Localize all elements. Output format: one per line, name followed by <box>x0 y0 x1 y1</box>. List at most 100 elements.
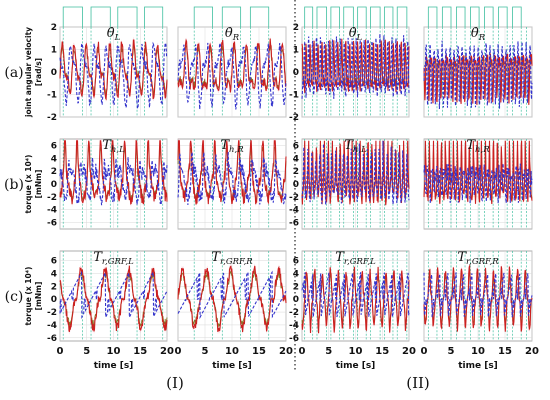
stance-indicator <box>221 6 242 27</box>
y-tick-label: 6 <box>293 141 299 151</box>
series-line-blue <box>177 270 287 320</box>
panel-0-0: -2 -1 0 1 2 θ̇L <box>47 6 168 123</box>
x-tick-label: 20 <box>525 346 539 357</box>
x-axis-title: time [s] <box>212 361 252 371</box>
y-tick-label: -6 <box>47 219 57 229</box>
y-tick-label: 2 <box>51 282 57 292</box>
series-line-blue <box>301 272 410 318</box>
stance-indicator <box>427 6 438 27</box>
y-tick-label: -6 <box>289 219 299 229</box>
stance-indicator <box>512 6 522 27</box>
y-tick-label: -2 <box>289 308 299 318</box>
y-tick-label: 1 <box>51 46 57 56</box>
stance-indicator <box>343 6 354 27</box>
x-tick-label: 0 <box>299 346 306 357</box>
series-line-blue <box>59 157 168 206</box>
panel-0-3: θ̇R <box>423 6 533 118</box>
series-line-blue <box>423 40 533 110</box>
x-tick-label: 0 <box>57 346 64 357</box>
group-label-II: (II) <box>406 374 430 392</box>
y-axis-title: torque (x 10⁴) <box>24 155 33 214</box>
stance-indicator <box>456 6 466 27</box>
stance-indicator <box>370 6 381 27</box>
panel-2-2: -6 -4 -2 0 2 4 6 0 5 10 15 20 time [s] Tr,GRF,L <box>289 250 416 371</box>
y-tick-label: -4 <box>289 206 299 216</box>
stance-indicator <box>330 6 340 27</box>
x-tick-label: 15 <box>133 346 147 357</box>
x-axis-title: time [s] <box>94 361 134 371</box>
y-tick-label: -4 <box>47 206 57 216</box>
panel-title-main: T <box>93 250 103 265</box>
panel-title-main: T <box>344 138 354 153</box>
series-line-red <box>177 139 287 205</box>
y-tick-label: 0 <box>51 295 57 305</box>
y-tick-label: 4 <box>293 270 299 280</box>
x-tick-label: 20 <box>279 346 293 357</box>
series-line-red <box>59 139 168 205</box>
panel-title: Tr,GRF,L <box>335 250 376 267</box>
panel-title-main: θ̇ <box>471 26 479 41</box>
panel-title-main: θ̇ <box>225 26 233 41</box>
y-axis-unit: [rad/s] <box>34 58 43 86</box>
y-tick-label: -2 <box>47 113 57 123</box>
row-label: (b) <box>4 177 24 193</box>
panel-1-1: Th,R <box>177 138 287 230</box>
panel-title-sub: R <box>232 33 240 43</box>
x-axis-title: time [s] <box>458 361 498 371</box>
x-tick-label: 15 <box>252 346 266 357</box>
y-tick-label: 2 <box>293 23 299 33</box>
y-tick-label: 6 <box>51 257 57 267</box>
panel-title-sub: r,GRF,R <box>466 257 499 267</box>
series-line-red <box>177 38 287 93</box>
panel-2-3: 0 5 10 15 20 time [s] Tr,GRF,R <box>421 250 539 371</box>
panel-title-main: θ̇ <box>349 26 357 41</box>
panel-1-3: Th,R <box>423 138 533 230</box>
y-tick-label: 0 <box>51 68 57 78</box>
x-tick-label: 5 <box>448 346 455 357</box>
y-tick-label: -2 <box>47 193 57 203</box>
series-line-red <box>423 263 533 332</box>
y-tick-label: 4 <box>51 154 57 164</box>
y-axis-title: torque (x 10⁴) <box>24 267 33 326</box>
x-tick-label: 5 <box>325 346 332 357</box>
panel-title: Th,L <box>344 138 367 155</box>
panel-title: θ̇R <box>471 26 486 43</box>
y-tick-label: -2 <box>289 113 299 123</box>
panel-title-sub: h,L <box>111 145 125 155</box>
y-tick-label: 0 <box>293 180 299 190</box>
panel-title-sub: L <box>114 33 121 43</box>
stance-indicator <box>193 6 213 27</box>
series-line-blue <box>59 41 168 110</box>
panel-title: Th,R <box>220 138 244 155</box>
panel-1-2: -6 -4 -2 0 2 4 6 Th,L <box>289 138 410 230</box>
x-axis-title: time [s] <box>336 361 376 371</box>
y-tick-label: -6 <box>289 334 299 344</box>
x-tick-label: 5 <box>83 346 90 357</box>
series-line-blue <box>177 151 287 205</box>
stance-indicator <box>249 6 270 27</box>
series-line-red <box>423 140 533 205</box>
y-tick-label: -4 <box>47 321 57 331</box>
panel-title: Th,R <box>466 138 490 155</box>
y-tick-label: 6 <box>293 257 299 267</box>
x-tick-label: 15 <box>498 346 512 357</box>
y-tick-label: 0 <box>51 180 57 190</box>
panel-title-sub: L <box>356 33 363 43</box>
panel-title: Tr,GRF,R <box>211 250 253 267</box>
series-line-blue <box>423 272 533 318</box>
x-tick-label: 0 <box>421 346 428 357</box>
panel-title: Th,L <box>102 138 125 155</box>
panel-title-main: T <box>457 250 467 265</box>
stance-indicator <box>62 6 83 27</box>
x-tick-label: 5 <box>202 346 209 357</box>
stance-indicator <box>117 6 138 27</box>
row-label: (c) <box>5 289 24 305</box>
panel-title-sub: h,R <box>229 145 244 155</box>
x-tick-label: 0 <box>175 346 182 357</box>
panel-1-0: -6 -4 -2 0 2 4 6 Th,L <box>47 138 168 230</box>
panel-title-sub: R <box>478 33 486 43</box>
x-tick-label: 15 <box>375 346 389 357</box>
y-axis-unit: [mNm] <box>34 170 43 199</box>
panel-title-sub: r,GRF,L <box>102 257 134 267</box>
